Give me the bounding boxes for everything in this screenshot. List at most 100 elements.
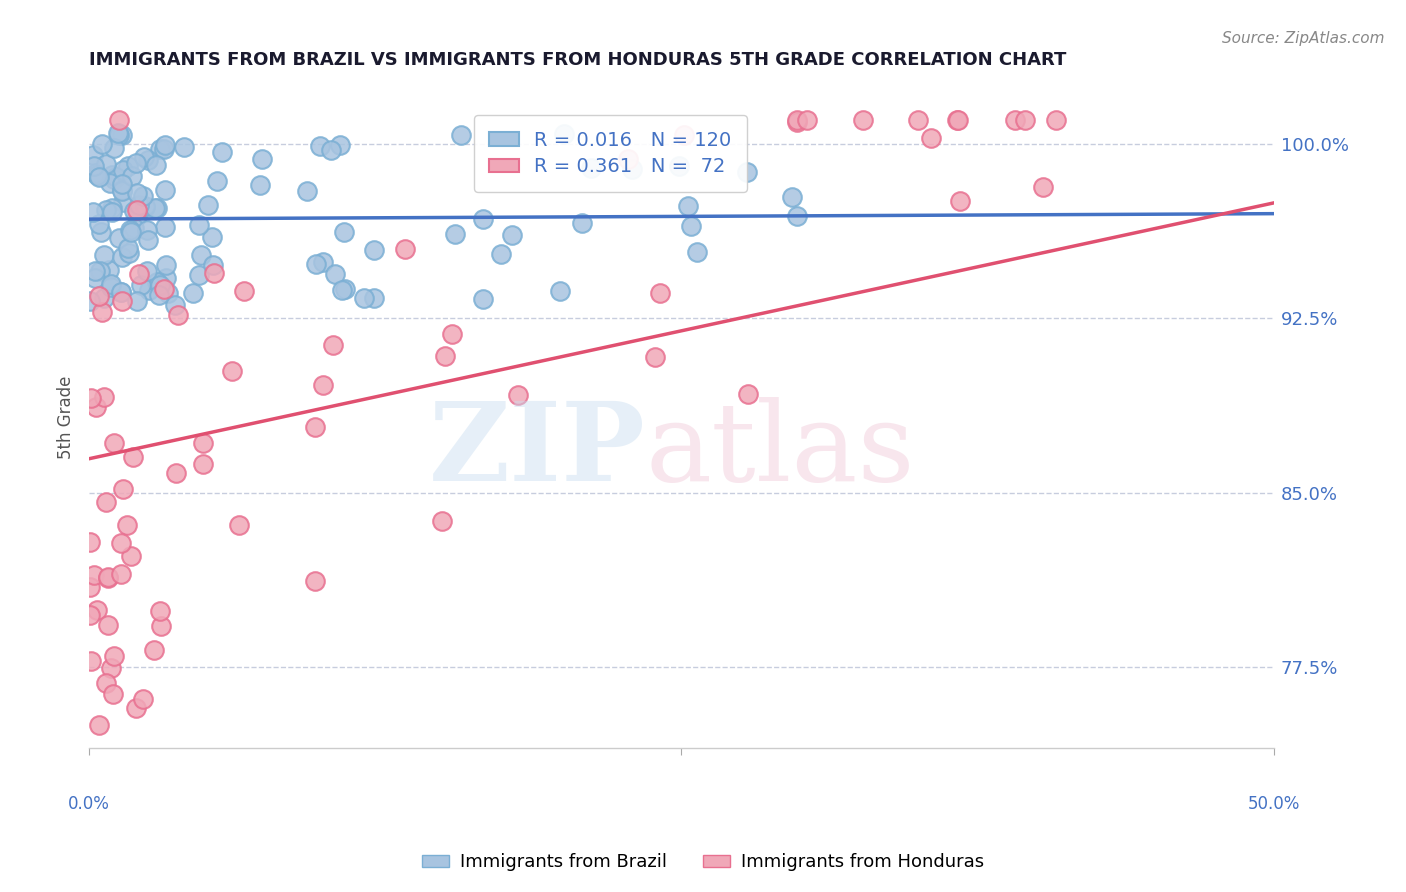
Y-axis label: 5th Grade: 5th Grade <box>58 376 75 458</box>
Point <box>125 202 148 217</box>
Point <box>110 285 132 299</box>
Point <box>394 242 416 256</box>
Point <box>111 250 134 264</box>
Point <box>146 201 169 215</box>
Point <box>128 198 150 212</box>
Point <box>94 495 117 509</box>
Point <box>127 293 149 308</box>
Point <box>111 184 134 198</box>
Point <box>508 388 530 402</box>
Point <box>363 291 385 305</box>
Point <box>735 165 758 179</box>
Legend: Immigrants from Brazil, Immigrants from Honduras: Immigrants from Brazil, Immigrants from … <box>415 847 991 879</box>
Point <box>1032 179 1054 194</box>
Point <box>430 514 453 528</box>
Point <box>450 128 472 143</box>
Point <box>87 718 110 732</box>
Point <box>100 201 122 215</box>
Point <box>308 139 330 153</box>
Point <box>153 282 176 296</box>
Point <box>101 204 124 219</box>
Point <box>672 128 695 142</box>
Point <box>191 436 214 450</box>
Point <box>250 152 273 166</box>
Point <box>93 291 115 305</box>
Point <box>181 285 204 300</box>
Point <box>120 226 142 240</box>
Point <box>681 219 703 233</box>
Point <box>111 482 134 496</box>
Point <box>136 153 159 167</box>
Point <box>312 254 335 268</box>
Point <box>87 289 110 303</box>
Point <box>204 266 226 280</box>
Point <box>668 159 690 173</box>
Point <box>138 283 160 297</box>
Point <box>297 184 319 198</box>
Point <box>100 661 122 675</box>
Point <box>97 617 120 632</box>
Point <box>112 194 135 209</box>
Point <box>157 285 180 300</box>
Point <box>648 286 671 301</box>
Point <box>676 199 699 213</box>
Point <box>322 338 344 352</box>
Point <box>148 278 170 293</box>
Point <box>79 607 101 622</box>
Point <box>433 349 456 363</box>
Point <box>111 128 134 142</box>
Point <box>110 566 132 581</box>
Point <box>110 285 132 300</box>
Point <box>207 174 229 188</box>
Point <box>89 264 111 278</box>
Point <box>107 113 129 128</box>
Point <box>103 141 125 155</box>
Point <box>98 263 121 277</box>
Point <box>90 136 112 151</box>
Point <box>89 169 111 184</box>
Point <box>191 458 214 472</box>
Point <box>94 157 117 171</box>
Point <box>110 536 132 550</box>
Point <box>249 178 271 192</box>
Point <box>187 218 209 232</box>
Point <box>644 350 666 364</box>
Point <box>228 517 250 532</box>
Point <box>353 291 375 305</box>
Point <box>304 420 326 434</box>
Point <box>143 202 166 216</box>
Point <box>201 258 224 272</box>
Point <box>321 144 343 158</box>
Point <box>120 222 142 236</box>
Point <box>96 676 118 690</box>
Point <box>84 263 107 277</box>
Point <box>90 225 112 239</box>
Point <box>83 568 105 582</box>
Point <box>780 190 803 204</box>
Point <box>79 534 101 549</box>
Point <box>148 288 170 302</box>
Point <box>142 642 165 657</box>
Point <box>553 127 575 141</box>
Point <box>146 276 169 290</box>
Point <box>86 400 108 414</box>
Point <box>86 169 108 183</box>
Point <box>221 364 243 378</box>
Point <box>131 278 153 293</box>
Point <box>786 209 808 223</box>
Point <box>333 282 356 296</box>
Point <box>93 248 115 262</box>
Point <box>1004 113 1026 128</box>
Point <box>86 166 108 180</box>
Point <box>125 186 148 200</box>
Text: Source: ZipAtlas.com: Source: ZipAtlas.com <box>1222 31 1385 46</box>
Point <box>83 270 105 285</box>
Point <box>173 139 195 153</box>
Point <box>786 114 808 128</box>
Point <box>101 687 124 701</box>
Point <box>108 128 131 142</box>
Point <box>920 131 942 145</box>
Point <box>616 152 638 166</box>
Point <box>136 233 159 247</box>
Point <box>444 227 467 241</box>
